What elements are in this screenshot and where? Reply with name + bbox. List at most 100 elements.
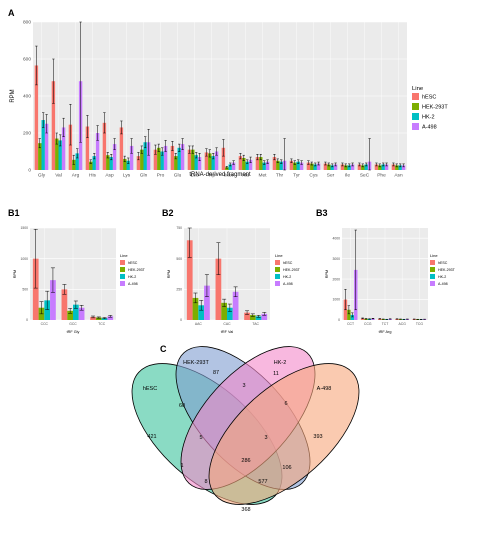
- bar: [136, 156, 141, 170]
- x-tick-label: Gly: [38, 172, 46, 178]
- venn-count-hek-a498: 106: [282, 465, 291, 471]
- bar: [350, 164, 355, 170]
- bar: [143, 142, 147, 170]
- bar: [89, 161, 93, 170]
- bar: [310, 163, 314, 170]
- bar: [90, 316, 96, 320]
- venn-label-hk2: HK-2: [274, 360, 287, 366]
- legend-swatch: [430, 281, 435, 286]
- x-tick-label: Phe: [377, 172, 386, 178]
- bar: [146, 142, 151, 170]
- legend-swatch: [120, 274, 125, 279]
- y-tick-label: 1000: [20, 257, 28, 261]
- legend-entry: HK-2: [128, 275, 136, 279]
- bar: [119, 127, 124, 170]
- x-tick-label: Lys: [123, 172, 131, 178]
- legend-entry: hESC: [438, 261, 448, 265]
- y-tick-label: 3000: [332, 257, 340, 261]
- bar: [360, 318, 365, 320]
- venn-count-hesc-a498: 368: [241, 507, 250, 513]
- legend-title: Line: [120, 253, 128, 258]
- x-tick-label: TCT: [382, 322, 389, 326]
- bar: [186, 240, 193, 320]
- y-tick-label: 4000: [332, 236, 340, 240]
- bar: [244, 312, 250, 320]
- bar: [344, 165, 348, 170]
- venn-count-hek-only: 87: [213, 370, 219, 376]
- x-tick-label: iMet: [224, 172, 234, 178]
- bar: [330, 165, 334, 170]
- legend-entry: A-498: [128, 282, 138, 286]
- bar: [192, 297, 199, 320]
- bar: [198, 305, 205, 320]
- y-axis-label: RPM: [10, 89, 16, 102]
- chart-panel-a: 0 200 400 600 800 Gly Val Arg His Asp Lys Gln Pro Glu…: [10, 20, 448, 179]
- panel-label-b1: B1: [8, 208, 20, 218]
- bar: [177, 147, 181, 170]
- legend-title: Line: [412, 86, 424, 92]
- bar: [299, 162, 304, 170]
- legend-swatch: [275, 274, 280, 279]
- x-axis-label: tRF Arg: [379, 330, 392, 334]
- bar: [361, 165, 365, 170]
- legend-swatch: [430, 260, 435, 265]
- venn-count-hesc-only: 421: [147, 434, 156, 440]
- panel-label-b2: B2: [162, 208, 174, 218]
- x-tick-label: Ala: [242, 172, 249, 178]
- venn-count-hk2-a498: 6: [284, 401, 287, 407]
- bar: [249, 315, 256, 320]
- bar: [44, 300, 51, 320]
- bar: [279, 161, 283, 170]
- legend-title: Line: [275, 253, 283, 258]
- venn-count-hesc-hk2-a498: 8: [204, 479, 207, 485]
- venn-set-a498: [208, 363, 360, 505]
- legend-swatch: [412, 123, 419, 130]
- venn-count-hesc-hk2: 1: [180, 463, 183, 469]
- bar: [395, 165, 399, 170]
- bar: [265, 161, 270, 170]
- bar: [316, 163, 321, 170]
- legend-entry: HK-2: [422, 115, 435, 121]
- y-axis-label: RPM: [325, 270, 329, 278]
- venn-count-hesc-hek-hk2: 5: [199, 435, 202, 441]
- x-tick-label: TCG: [416, 322, 424, 326]
- bar: [401, 165, 406, 170]
- x-tick-label: CCC: [41, 322, 49, 326]
- bar: [248, 159, 253, 170]
- bar: [221, 302, 227, 320]
- chart-panel-b3: 0 1000 2000 3000 4000 CCT CCG TCT ACG TCG tRF Arg R…: [325, 228, 456, 334]
- x-tick-label: CAC: [223, 322, 231, 326]
- bar: [101, 318, 108, 320]
- bar: [364, 164, 368, 170]
- bar: [170, 145, 175, 170]
- bar: [306, 162, 311, 170]
- bar: [112, 144, 117, 170]
- legend-swatch: [275, 281, 280, 286]
- bar: [388, 318, 392, 320]
- bar: [180, 144, 185, 170]
- legend-entry: HEK-293T: [128, 268, 146, 272]
- y-tick-label: 1500: [20, 226, 28, 230]
- bar: [191, 149, 195, 170]
- bar: [242, 157, 246, 170]
- bar: [197, 157, 202, 170]
- bar: [78, 307, 85, 320]
- legend-entry: HEK-293T: [422, 105, 448, 111]
- bar: [68, 124, 73, 170]
- x-tick-label: AAC: [195, 322, 203, 326]
- bar: [204, 152, 209, 170]
- bar: [61, 127, 66, 170]
- legend-entry: hESC: [422, 95, 436, 101]
- bar: [296, 161, 300, 170]
- bar: [215, 258, 222, 320]
- x-tick-label: Gln: [140, 172, 148, 178]
- x-tick-label: Thr: [276, 172, 284, 178]
- legend-swatch: [412, 113, 419, 120]
- venn-count-hesc-hek: 60: [179, 403, 185, 409]
- bar: [214, 151, 219, 170]
- x-tick-label: TCC: [98, 322, 106, 326]
- bar: [238, 156, 243, 170]
- x-tick-label: Tyr: [293, 172, 300, 178]
- bar: [95, 317, 102, 320]
